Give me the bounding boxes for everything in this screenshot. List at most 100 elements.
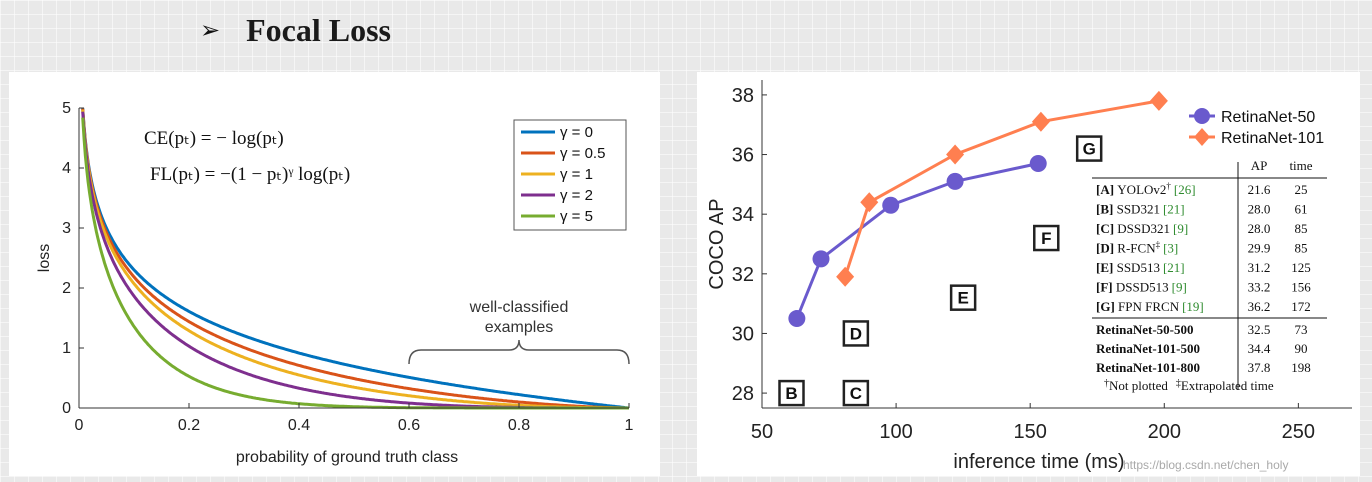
table-row-ap: 31.2 (1248, 260, 1271, 275)
method-label-d: D (850, 324, 862, 343)
retinanet-50-point (1029, 154, 1047, 172)
table-row-ap: 21.6 (1248, 182, 1271, 197)
legend-label-1: γ = 0.5 (560, 145, 605, 162)
legend: RetinaNet-50 RetinaNet-101 (1189, 108, 1324, 147)
method-label-c: C (850, 384, 862, 403)
retinanet-101-point (946, 144, 965, 165)
method-label-box-f (1033, 224, 1060, 252)
method-label-e: E (957, 289, 968, 308)
fl-equation: FL(pₜ) = −(1 − pₜ)ᵞ log(pₜ) (150, 164, 350, 185)
y-tick-label: 4 (62, 160, 71, 177)
y-tick-label: 2 (62, 280, 71, 297)
table-row-method: RetinaNet-50-500 (1096, 322, 1193, 337)
legend-label-3: γ = 2 (560, 187, 593, 204)
x-tick-label: 200 (1148, 421, 1181, 443)
table-row-method: [A] YOLOv2† [26] (1096, 181, 1196, 197)
speed-accuracy-chart: 50 100 150 200 250 28 30 32 34 36 38 inference ti… (706, 80, 1352, 473)
x-tick-label: 150 (1013, 421, 1046, 443)
table-row-time: 156 (1291, 280, 1311, 295)
table-row-method: [F] DSSD513 [9] (1096, 280, 1187, 295)
y-tick-label: 28 (732, 383, 754, 405)
y-tick-label: 30 (732, 323, 754, 345)
table-row-time: 85 (1295, 221, 1308, 236)
x-tick-label: 0.4 (288, 417, 310, 434)
table-row-method: RetinaNet-101-500 (1096, 341, 1200, 356)
watermark: https://blog.csdn.net/chen_holy (1123, 458, 1289, 472)
method-label-box-g (1075, 135, 1103, 162)
table-row-ap: 29.9 (1248, 241, 1271, 256)
y-tick-label: 3 (62, 220, 71, 237)
table-row-method: [C] DSSD321 [9] (1096, 221, 1188, 236)
table-header-ap: AP (1251, 158, 1268, 173)
method-label-box-b (778, 379, 805, 407)
y-tick-label: 5 (62, 100, 71, 117)
legend-label-retinanet-50: RetinaNet-50 (1221, 109, 1315, 126)
legend-label-2: γ = 1 (560, 166, 593, 183)
table-row-method: [G] FPN FRCN [19] (1096, 299, 1204, 314)
table-row-ap: 36.2 (1248, 299, 1271, 314)
slide-heading: ➢ Focal Loss (200, 10, 391, 50)
table-row-ap: 37.8 (1248, 360, 1271, 375)
y-tick-label: 32 (732, 264, 754, 286)
legend-label-4: γ = 5 (560, 208, 593, 225)
method-label-box-e (949, 284, 977, 311)
table-row-time: 90 (1295, 341, 1308, 356)
method-label-b: B (785, 384, 797, 403)
retinanet-101-point (1031, 111, 1050, 132)
table-row-method: RetinaNet-101-800 (1096, 360, 1200, 375)
y-axis-label: loss (36, 244, 53, 272)
retinanet-101-point (1149, 90, 1168, 111)
x-axis-label: probability of ground truth class (236, 449, 458, 466)
x-tick-label: 50 (751, 421, 773, 443)
speed-accuracy-chart-panel: 50 100 150 200 250 28 30 32 34 36 38 inference ti… (697, 72, 1360, 476)
retinanet-50-point (946, 172, 964, 190)
focal-loss-chart: 0 0.2 0.4 0.6 0.8 1 0 1 2 3 4 5 probability of gro… (36, 100, 634, 466)
loss-curve-1 (81, 108, 629, 410)
y-tick-label: 0 (62, 400, 71, 417)
curly-brace-icon (408, 339, 630, 365)
method-label-box-c (842, 379, 870, 407)
x-tick-label: 1 (625, 417, 634, 434)
table-row-method: [B] SSD321 [21] (1096, 202, 1185, 217)
x-tick-label: 0.8 (508, 417, 530, 434)
x-tick-label: 0.2 (178, 417, 200, 434)
table-row-time: 61 (1295, 202, 1308, 217)
table-row-ap: 28.0 (1248, 221, 1271, 236)
x-axis-label: inference time (ms) (953, 451, 1124, 473)
table-row-ap: 33.2 (1248, 280, 1271, 295)
annotation-line2: examples (485, 319, 553, 336)
table-row-time: 73 (1295, 322, 1308, 337)
table-row-ap: 28.0 (1248, 202, 1271, 217)
loss-curve-0 (81, 107, 630, 410)
retinanet-50-point (882, 196, 900, 214)
table-row-ap: 34.4 (1248, 341, 1271, 356)
table-row-time: 125 (1291, 260, 1311, 275)
retinanet-101-point (836, 266, 855, 287)
retinanet-101-point (860, 192, 879, 213)
ce-equation: CE(pₜ) = − log(pₜ) (144, 128, 284, 149)
well-classified-annotation: well-classified examples (408, 299, 630, 365)
legend-label-0: γ = 0 (560, 124, 593, 141)
method-label-g: G (1083, 140, 1096, 159)
retinanet-50-point (788, 310, 806, 328)
table-row-time: 25 (1295, 182, 1308, 197)
results-table: AP time [A] YOLOv2† [26] 21.6 25 [B] SSD321[… (1092, 158, 1327, 393)
slide-title: Focal Loss (246, 11, 391, 48)
bullet-arrow-icon: ➢ (200, 16, 221, 44)
y-axis-label: COCO AP (706, 198, 728, 289)
x-tick-label: 250 (1282, 421, 1315, 443)
legend-label-retinanet-101: RetinaNet-101 (1221, 130, 1324, 147)
table-footnotes: †Not plotted ‡Extrapolated time (1104, 378, 1274, 393)
table-row-method: [D] R-FCN‡ [3] (1096, 240, 1178, 256)
annotation-line1: well-classified (469, 299, 569, 316)
y-tick-label: 38 (732, 85, 754, 107)
series-line-0 (795, 162, 1039, 320)
y-tick-label: 34 (732, 204, 754, 226)
table-row-time: 198 (1291, 360, 1311, 375)
table-row-ap: 32.5 (1248, 322, 1271, 337)
table-row-time: 85 (1295, 241, 1308, 256)
table-header-time: time (1289, 158, 1312, 173)
y-tick-label: 36 (732, 145, 754, 167)
retinanet-50-point (812, 250, 830, 268)
x-tick-label: 0 (75, 417, 84, 434)
